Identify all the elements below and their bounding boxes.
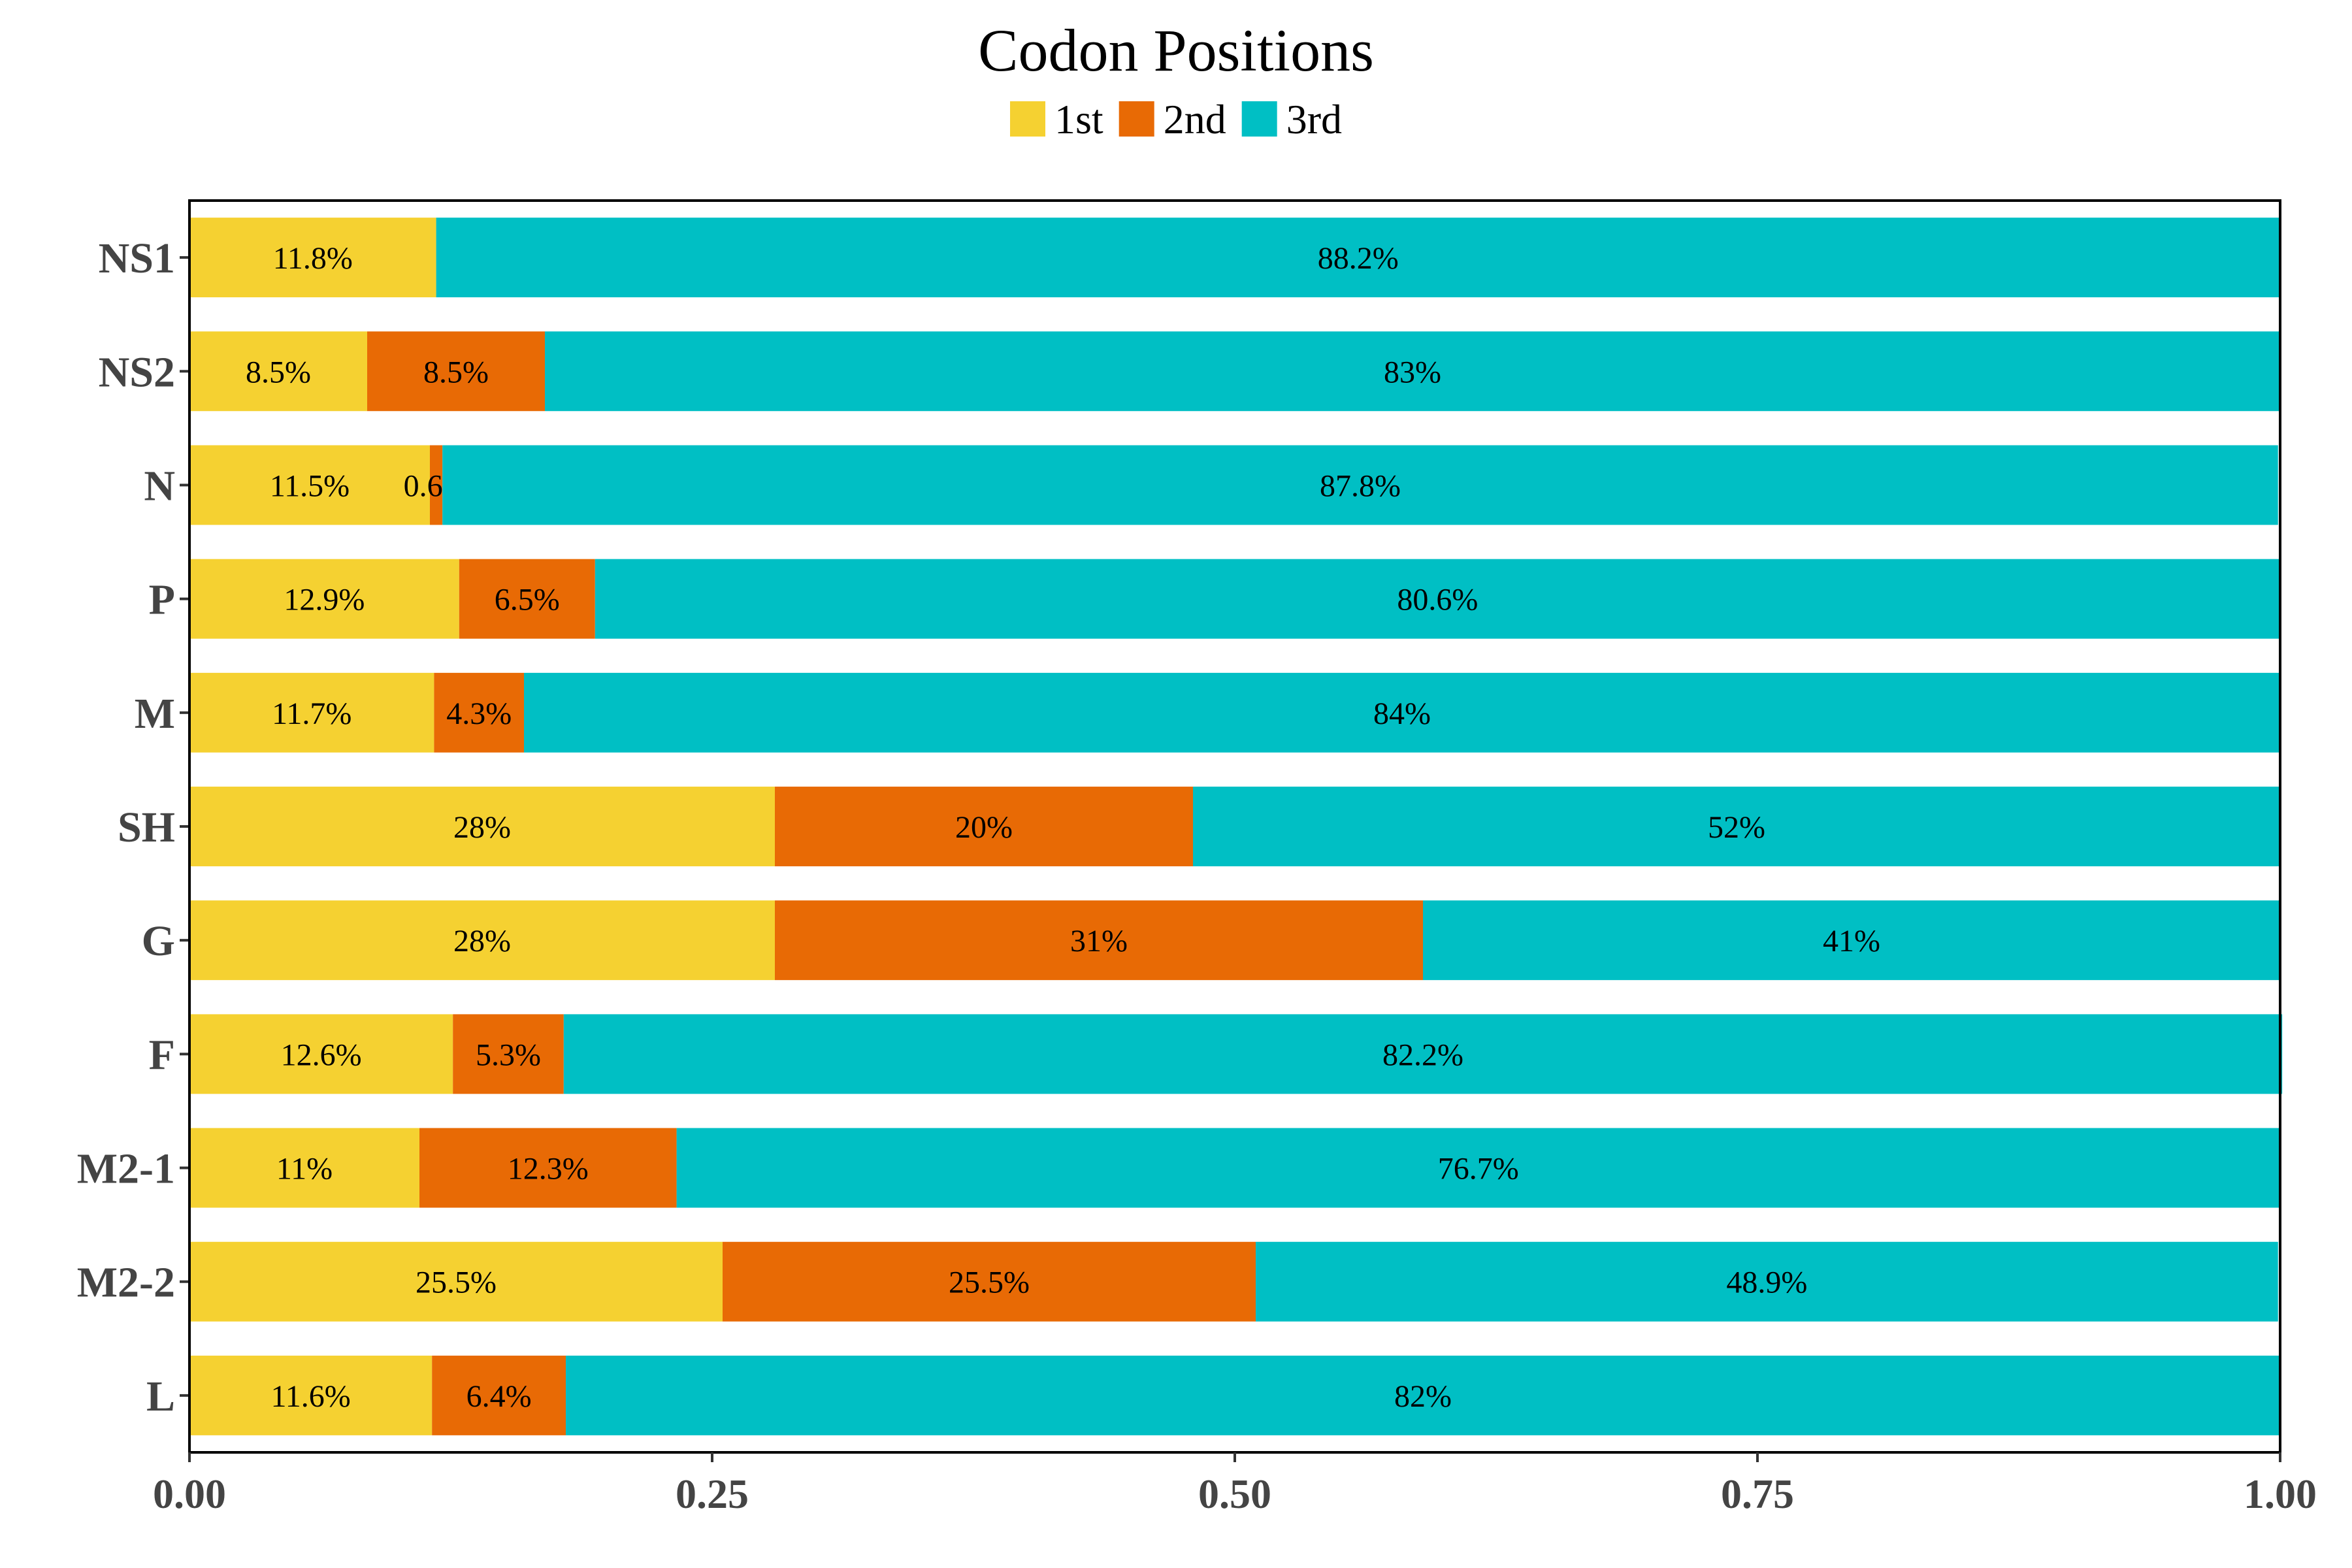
bar-label-ns1-1st: 11.8% <box>273 241 353 276</box>
bar-m-3rd <box>524 672 2280 753</box>
bar-label-l-2nd: 6.4% <box>466 1379 532 1414</box>
legend-label-1st: 1st <box>1054 96 1103 142</box>
x-tick-label-0-25: 0.25 <box>676 1471 749 1517</box>
bar-label-m2-1-2nd: 12.3% <box>508 1152 589 1186</box>
bar-m-2nd <box>434 672 524 753</box>
bar-m2-1-1st <box>189 1128 419 1208</box>
bar-n-2nd <box>430 445 443 525</box>
y-tick-label-n: N <box>144 462 175 510</box>
bar-label-ns2-2nd: 8.5% <box>423 355 489 389</box>
bar-sh-2nd <box>775 787 1193 866</box>
bar-ns2-2nd <box>367 331 545 412</box>
bar-sh-1st <box>189 787 775 866</box>
bar-label-p-1st: 12.9% <box>284 583 365 617</box>
bar-label-n-1st: 11.5% <box>270 468 350 503</box>
bar-label-f-1st: 12.6% <box>281 1037 362 1072</box>
bar-n-3rd <box>442 445 2278 525</box>
legend-label-3rd: 3rd <box>1286 96 1342 142</box>
bar-ns1-3rd <box>436 218 2280 298</box>
axes: NS1 NS2 N P M SH G F M2-1 M2-2 L 0.00 0.25 0.50 0.75 1.… <box>77 199 2317 1517</box>
bar-label-f-3rd: 82.2% <box>1382 1037 1463 1072</box>
bar-m2-2-3rd <box>1256 1241 2278 1322</box>
bar-m2-2-2nd <box>723 1241 1256 1322</box>
bar-label-m2-1-3rd: 76.7% <box>1438 1152 1519 1186</box>
legend-swatch-1st <box>1010 101 1045 137</box>
bar-ns2-1st <box>189 331 367 412</box>
bar-label-n-3rd: 87.8% <box>1320 468 1401 503</box>
y-tick-label-m: M <box>135 690 175 738</box>
x-tick-label-1-00: 1.00 <box>2244 1471 2317 1517</box>
bar-label-f-2nd: 5.3% <box>476 1037 541 1072</box>
y-tick-label-p: P <box>149 576 175 624</box>
bar-f-1st <box>189 1014 453 1094</box>
x-tick-label-0-75: 0.75 <box>1721 1471 1794 1517</box>
bar-m2-1-2nd <box>419 1128 677 1208</box>
bar-label-p-2nd: 6.5% <box>495 583 560 617</box>
bar-label-sh-1st: 28% <box>453 810 511 845</box>
legend-swatch-2nd <box>1119 101 1154 137</box>
bar-label-m2-2-3rd: 48.9% <box>1726 1266 1807 1300</box>
bar-ns2-3rd <box>545 331 2280 412</box>
bar-ns1-1st <box>189 218 436 298</box>
bar-p-1st <box>189 559 459 639</box>
y-tick-label-sh: SH <box>118 804 175 851</box>
y-tick-label-ns1: NS1 <box>99 235 175 282</box>
bar-m2-1-3rd <box>676 1128 2280 1208</box>
y-tick-label-m2-2: M2-2 <box>77 1259 175 1307</box>
bars: 11.8% 88.2%8.5% 8.5% 83%11.5% 0.6% 87.8%12.9%… <box>189 218 2283 1435</box>
bar-label-sh-3rd: 52% <box>1708 810 1765 845</box>
bar-p-2nd <box>459 559 595 639</box>
bar-m2-2-1st <box>189 1241 723 1322</box>
bar-label-g-1st: 28% <box>453 924 511 958</box>
y-tick-label-f: F <box>149 1031 175 1079</box>
bar-label-m-3rd: 84% <box>1373 696 1431 731</box>
legend: 1st 2nd 3rd <box>1010 96 1342 142</box>
bar-label-m2-2-1st: 25.5% <box>416 1266 497 1300</box>
bar-label-m-2nd: 4.3% <box>446 696 512 731</box>
bar-g-1st <box>189 900 775 981</box>
y-tick-label-l: L <box>146 1373 175 1420</box>
y-tick-label-m2-1: M2-1 <box>77 1145 175 1193</box>
bar-label-ns2-1st: 8.5% <box>246 355 311 389</box>
bar-l-3rd <box>566 1355 2280 1435</box>
bar-label-p-3rd: 80.6% <box>1397 583 1478 617</box>
bar-label-m-1st: 11.7% <box>272 696 351 731</box>
bar-label-l-1st: 11.6% <box>270 1379 350 1414</box>
bar-f-2nd <box>453 1014 564 1094</box>
bar-g-3rd <box>1423 900 2280 981</box>
bar-label-sh-2nd: 20% <box>955 810 1013 845</box>
x-tick-label-0-00: 0.00 <box>153 1471 226 1517</box>
legend-swatch-3rd <box>1241 101 1277 137</box>
bar-label-g-2nd: 31% <box>1070 924 1128 958</box>
bar-label-ns1-3rd: 88.2% <box>1318 241 1399 276</box>
y-tick-label-ns2: NS2 <box>99 348 175 396</box>
x-tick-label-0-50: 0.50 <box>1198 1471 1271 1517</box>
bar-f-3rd <box>563 1014 2283 1094</box>
bar-label-ns2-3rd: 83% <box>1384 355 1441 389</box>
bar-n-1st <box>189 445 430 525</box>
bar-l-2nd <box>432 1355 566 1435</box>
bar-m-1st <box>189 672 434 753</box>
bar-sh-3rd <box>1193 787 2280 866</box>
bar-label-m2-2-2nd: 25.5% <box>949 1266 1030 1300</box>
bar-g-2nd <box>775 900 1423 981</box>
chart-title: Codon Positions <box>978 17 1374 84</box>
bar-label-l-3rd: 82% <box>1394 1379 1452 1414</box>
bar-l-1st <box>189 1355 433 1435</box>
bar-p-3rd <box>595 559 2280 639</box>
bar-label-m2-1-1st: 11% <box>276 1152 333 1186</box>
legend-label-2nd: 2nd <box>1164 96 1226 142</box>
bar-label-g-3rd: 41% <box>1823 924 1880 958</box>
y-tick-label-g: G <box>142 917 175 965</box>
